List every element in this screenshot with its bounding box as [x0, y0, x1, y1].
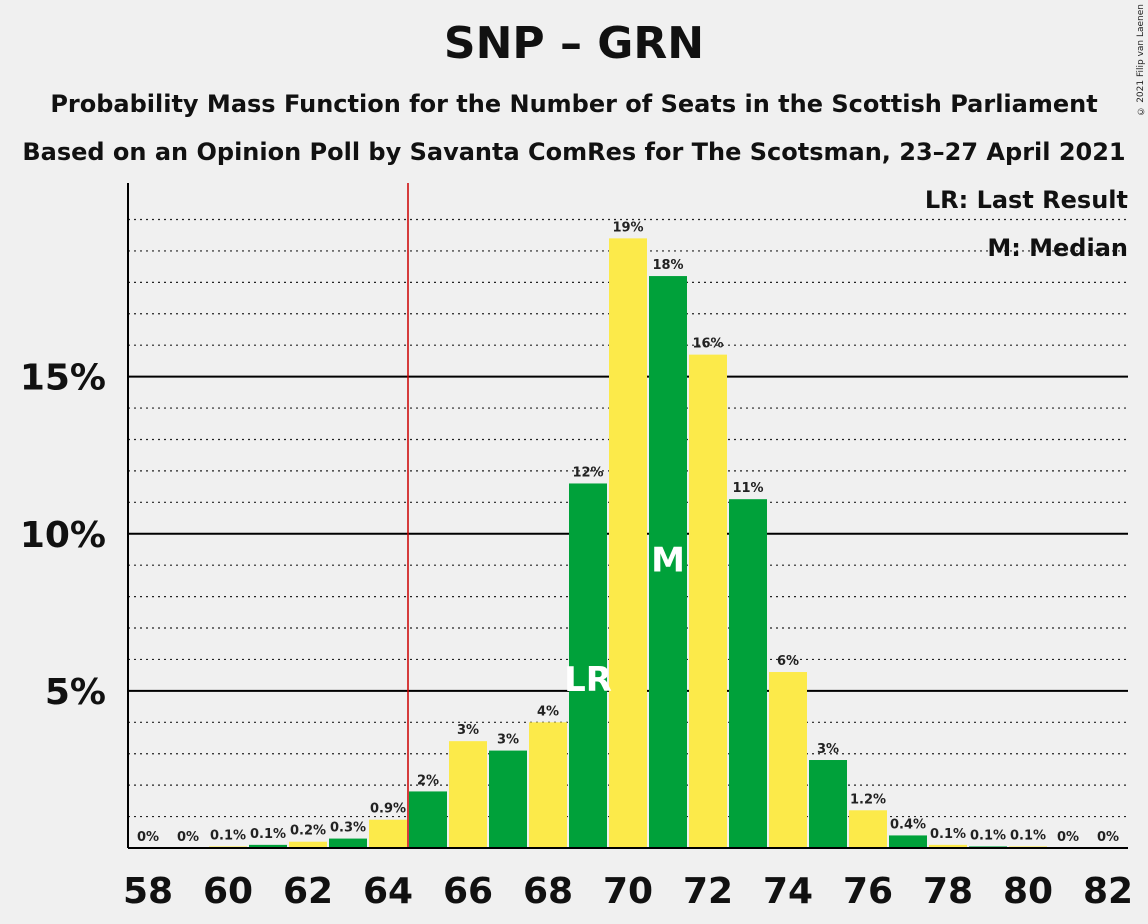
- bar-value-label: 4%: [537, 704, 559, 719]
- bar-seats-71: [649, 276, 687, 848]
- y-tick-label: 10%: [20, 515, 106, 556]
- bar-seats-70: [609, 238, 647, 849]
- x-tick-label: 82: [1083, 871, 1133, 912]
- bar-value-label: 11%: [732, 481, 763, 496]
- x-tick-label: 68: [523, 871, 573, 912]
- bar-value-label: 3%: [457, 723, 479, 738]
- bar-value-label: 0%: [1097, 830, 1119, 845]
- x-tick-label: 66: [443, 871, 493, 912]
- bar-seats-75: [809, 760, 847, 848]
- y-tick-label: 15%: [20, 358, 106, 399]
- bar-value-label: 0%: [137, 830, 159, 845]
- last-result-marker: LR: [564, 660, 612, 700]
- median-marker: M: [651, 540, 685, 580]
- bar-value-label: 0.4%: [890, 817, 926, 832]
- bar-seats-72: [689, 354, 727, 848]
- bar-seats-61: [249, 844, 287, 848]
- bar-seats-76: [849, 810, 887, 848]
- x-tick-label: 60: [203, 871, 253, 912]
- bar-value-label: 0.1%: [970, 828, 1006, 843]
- bar-seats-69: [569, 483, 607, 848]
- chart-title: SNP – GRN: [443, 18, 705, 69]
- bar-value-label: 0%: [177, 830, 199, 845]
- bar-value-label: 16%: [692, 337, 723, 352]
- bar-value-label: 19%: [612, 220, 643, 235]
- x-tick-label: 80: [1003, 871, 1053, 912]
- bar-seats-66: [449, 741, 487, 848]
- x-tick-label: 62: [283, 871, 333, 912]
- bar-value-label: 3%: [497, 733, 519, 748]
- bar-value-label: 1.2%: [850, 792, 886, 807]
- bar-value-label: 0.2%: [290, 824, 326, 839]
- bar-value-label: 3%: [817, 742, 839, 757]
- bar-seats-74: [769, 672, 807, 848]
- x-tick-label: 58: [123, 871, 173, 912]
- legend-median: M: Median: [987, 234, 1128, 262]
- chart-subtitle: Probability Mass Function for the Number…: [50, 90, 1098, 118]
- bar-value-label: 12%: [572, 465, 603, 480]
- bar-value-label: 0.1%: [1010, 828, 1046, 843]
- x-tick-label: 74: [763, 871, 813, 912]
- x-tick-label: 76: [843, 871, 893, 912]
- bar-seats-65: [409, 791, 447, 848]
- y-tick-label: 5%: [45, 672, 106, 713]
- bar-value-label: 0.1%: [210, 828, 246, 843]
- bar-value-label: 0%: [1057, 830, 1079, 845]
- bar-seats-62: [289, 841, 327, 848]
- x-tick-label: 70: [603, 871, 653, 912]
- bar-seats-73: [729, 499, 767, 848]
- chart-subtitle-source: Based on an Opinion Poll by Savanta ComR…: [22, 138, 1126, 166]
- x-tick-label: 64: [363, 871, 413, 912]
- bar-seats-77: [889, 835, 927, 848]
- legend-last-result: LR: Last Result: [924, 186, 1128, 214]
- bar-seats-67: [489, 750, 527, 848]
- x-tick-label: 72: [683, 871, 733, 912]
- bar-value-label: 18%: [652, 258, 683, 273]
- x-tick-label: 78: [923, 871, 973, 912]
- bar-value-label: 0.1%: [930, 827, 966, 842]
- bar-value-label: 6%: [777, 654, 799, 669]
- bar-seats-68: [529, 722, 567, 848]
- bar-value-label: 2%: [417, 773, 439, 788]
- bar-seats-78: [929, 844, 967, 848]
- bar-value-label: 0.1%: [250, 827, 286, 842]
- bar-seats-63: [329, 838, 367, 848]
- bar-value-label: 0.9%: [370, 802, 406, 817]
- bar-seats-64: [369, 819, 407, 848]
- bar-value-label: 0.3%: [330, 821, 366, 836]
